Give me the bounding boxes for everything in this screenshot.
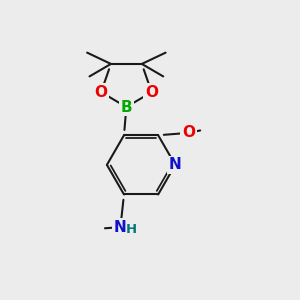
Text: N: N [169,158,182,172]
Text: O: O [94,85,108,100]
Text: H: H [126,223,137,236]
Text: N: N [114,220,127,235]
Text: O: O [182,125,195,140]
Text: B: B [121,100,132,115]
Text: O: O [145,85,158,100]
